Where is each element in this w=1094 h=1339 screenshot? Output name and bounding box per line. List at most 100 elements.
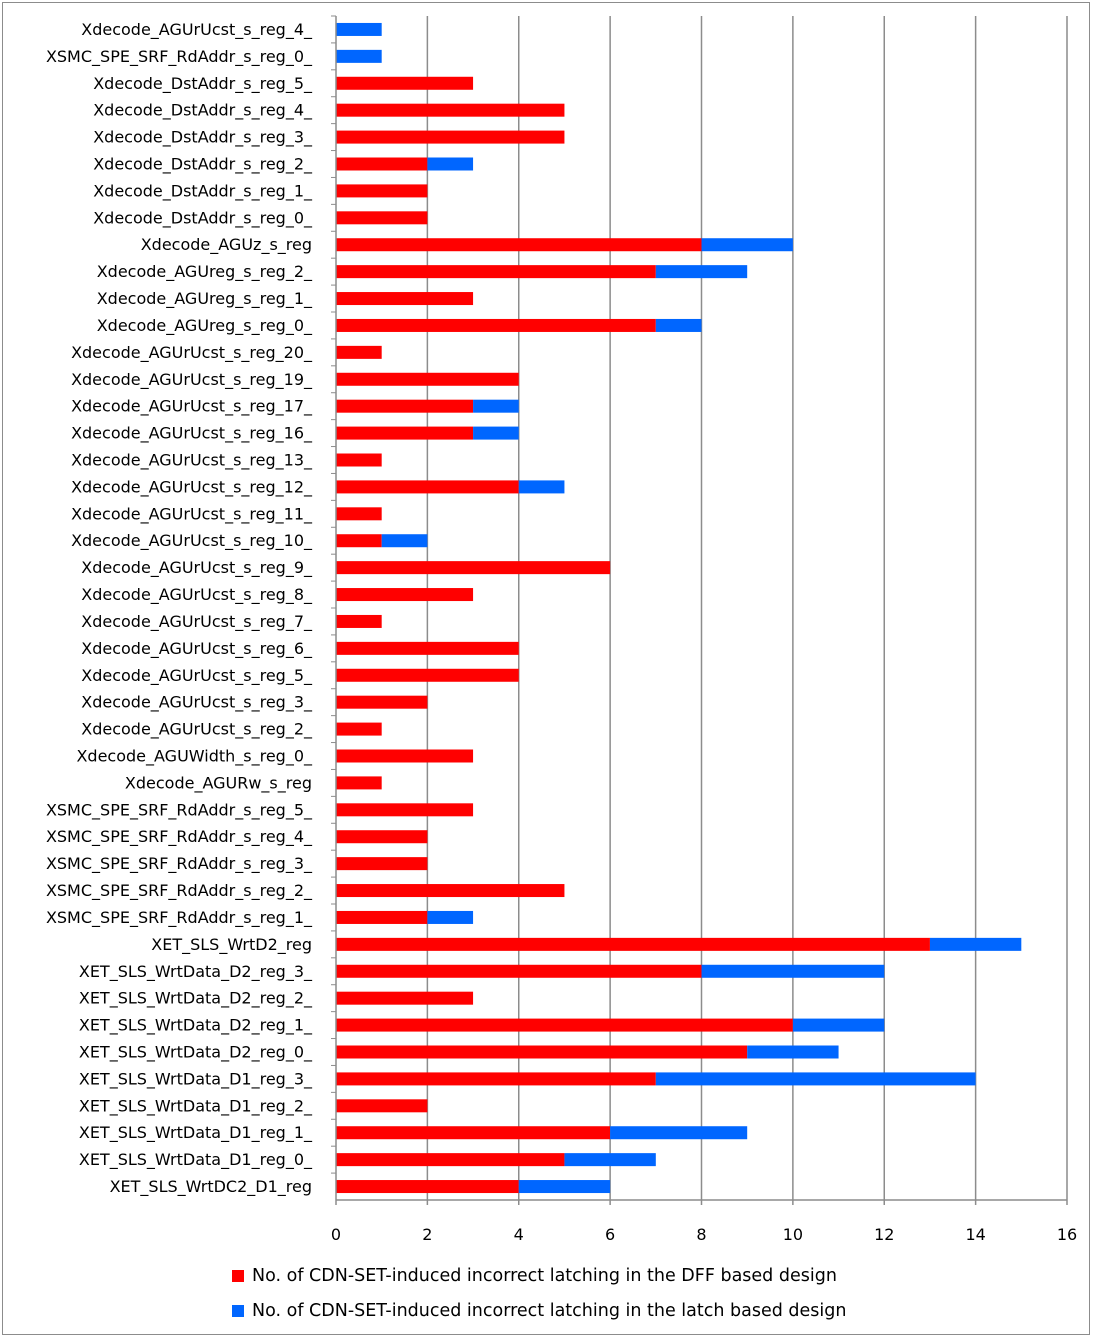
bar-dff: [336, 857, 428, 871]
legend-label-latch: No. of CDN-SET-induced incorrect latchin…: [252, 1301, 847, 1321]
category-label: Xdecode_AGUz_s_reg: [141, 235, 312, 255]
bar-dff: [336, 668, 519, 682]
bars: [336, 22, 1022, 1194]
bar-dff: [336, 641, 519, 655]
category-label: Xdecode_AGUrUcst_s_reg_7_: [81, 612, 313, 632]
category-label: Xdecode_AGUrUcst_s_reg_12_: [71, 477, 313, 497]
bar-dff: [336, 507, 382, 521]
category-label: XSMC_SPE_SRF_RdAddr_s_reg_2_: [46, 881, 313, 901]
category-label: Xdecode_AGUrUcst_s_reg_19_: [71, 370, 313, 390]
bar-dff: [336, 1018, 793, 1032]
bar-dff: [336, 991, 474, 1005]
bar-latch: [518, 480, 565, 494]
legend-label-dff: No. of CDN-SET-induced incorrect latchin…: [252, 1266, 837, 1286]
category-label: XSMC_SPE_SRF_RdAddr_s_reg_3_: [46, 854, 313, 874]
bar-latch: [655, 1072, 976, 1086]
category-label: Xdecode_AGUreg_s_reg_1_: [97, 289, 313, 309]
category-label: XET_SLS_WrtD2_reg: [151, 935, 312, 955]
bar-dff: [336, 964, 702, 978]
category-label: XET_SLS_WrtData_D2_reg_1_: [79, 1016, 313, 1036]
category-label: Xdecode_AGUrUcst_s_reg_2_: [81, 720, 313, 740]
category-label: XSMC_SPE_SRF_RdAddr_s_reg_0_: [46, 47, 313, 67]
x-tick-label: 0: [331, 1225, 341, 1244]
category-label: Xdecode_AGUrUcst_s_reg_8_: [81, 585, 313, 605]
bar-dff: [336, 910, 428, 924]
category-label: Xdecode_DstAddr_s_reg_2_: [93, 155, 313, 175]
category-label: Xdecode_DstAddr_s_reg_1_: [93, 181, 313, 201]
category-label: Xdecode_DstAddr_s_reg_0_: [93, 208, 313, 228]
bar-latch: [701, 238, 793, 252]
bar-dff: [336, 480, 519, 494]
bar-dff: [336, 749, 474, 763]
x-tick-label: 4: [514, 1225, 524, 1244]
category-label: Xdecode_AGUrUcst_s_reg_11_: [71, 504, 313, 524]
category-label: Xdecode_AGUrUcst_s_reg_6_: [81, 639, 313, 659]
bar-latch: [381, 534, 428, 548]
bar-dff: [336, 561, 611, 575]
x-tick-label: 16: [1057, 1225, 1077, 1244]
x-tick-label: 12: [874, 1225, 894, 1244]
bar-dff: [336, 1180, 519, 1194]
bar-dff: [336, 426, 474, 440]
x-axis-ticks: 0 2 4 6 8 10 12 14 16: [331, 15, 1077, 1244]
bar-latch: [518, 1180, 611, 1194]
bar-latch: [336, 49, 382, 63]
x-tick-label: 10: [783, 1225, 803, 1244]
bar-dff: [336, 588, 474, 602]
bar-dff: [336, 130, 565, 144]
bar-dff: [336, 238, 702, 252]
category-label: Xdecode_AGUrUcst_s_reg_16_: [71, 424, 313, 444]
bar-dff: [336, 1072, 656, 1086]
category-label: XET_SLS_WrtData_D2_reg_2_: [79, 989, 313, 1009]
legend-swatch-dff: [232, 1270, 244, 1282]
bar-latch: [610, 1126, 748, 1140]
bar-dff: [336, 1153, 565, 1167]
bar-dff: [336, 372, 519, 386]
category-label: Xdecode_AGUrUcst_s_reg_3_: [81, 693, 313, 713]
category-labels: Xdecode_AGUrUcst_s_reg_4_ XSMC_SPE_SRF_Rd…: [46, 20, 313, 1197]
category-label: XET_SLS_WrtDC2_D1_reg: [110, 1177, 312, 1197]
category-label: Xdecode_AGUWidth_s_reg_0_: [76, 747, 313, 767]
category-label: Xdecode_AGUreg_s_reg_0_: [97, 316, 313, 336]
bar-dff: [336, 614, 382, 628]
bar-dff: [336, 76, 474, 90]
category-label: Xdecode_AGUreg_s_reg_2_: [97, 262, 313, 282]
bar-latch: [792, 1018, 885, 1032]
x-tick-label: 2: [422, 1225, 432, 1244]
bar-dff: [336, 830, 428, 844]
bar-dff: [336, 776, 382, 790]
category-label: Xdecode_AGUrUcst_s_reg_17_: [71, 397, 313, 417]
bar-dff: [336, 345, 382, 359]
bar-latch: [427, 157, 474, 171]
x-tick-label: 6: [605, 1225, 615, 1244]
bar-latch: [427, 910, 474, 924]
bar-dff: [336, 318, 656, 332]
legend-swatch-latch: [232, 1305, 244, 1317]
bar-dff: [336, 211, 428, 225]
category-label: Xdecode_DstAddr_s_reg_4_: [93, 101, 313, 121]
bar-latch: [564, 1153, 656, 1167]
category-label: XET_SLS_WrtData_D2_reg_3_: [79, 962, 313, 982]
category-label: Xdecode_AGURw_s_reg: [125, 773, 312, 793]
bar-dff: [336, 722, 382, 736]
category-label: Xdecode_AGUrUcst_s_reg_5_: [81, 666, 313, 686]
bar-dff: [336, 803, 474, 817]
category-label: XET_SLS_WrtData_D1_reg_2_: [79, 1096, 313, 1116]
bar-dff: [336, 695, 428, 709]
bar-dff: [336, 292, 474, 306]
bar-dff: [336, 1045, 748, 1059]
category-label: XET_SLS_WrtData_D2_reg_0_: [79, 1043, 313, 1063]
category-label: Xdecode_AGUrUcst_s_reg_13_: [71, 451, 313, 471]
bar-dff: [336, 157, 428, 171]
category-label: XSMC_SPE_SRF_RdAddr_s_reg_5_: [46, 800, 313, 820]
category-label: XSMC_SPE_SRF_RdAddr_s_reg_4_: [46, 827, 313, 847]
x-tick-label: 14: [965, 1225, 985, 1244]
bar-dff: [336, 265, 656, 279]
bar-latch: [336, 22, 382, 36]
category-label: Xdecode_DstAddr_s_reg_5_: [93, 74, 313, 94]
bar-dff: [336, 103, 565, 117]
bar-latch: [473, 426, 519, 440]
bar-latch: [473, 399, 519, 413]
